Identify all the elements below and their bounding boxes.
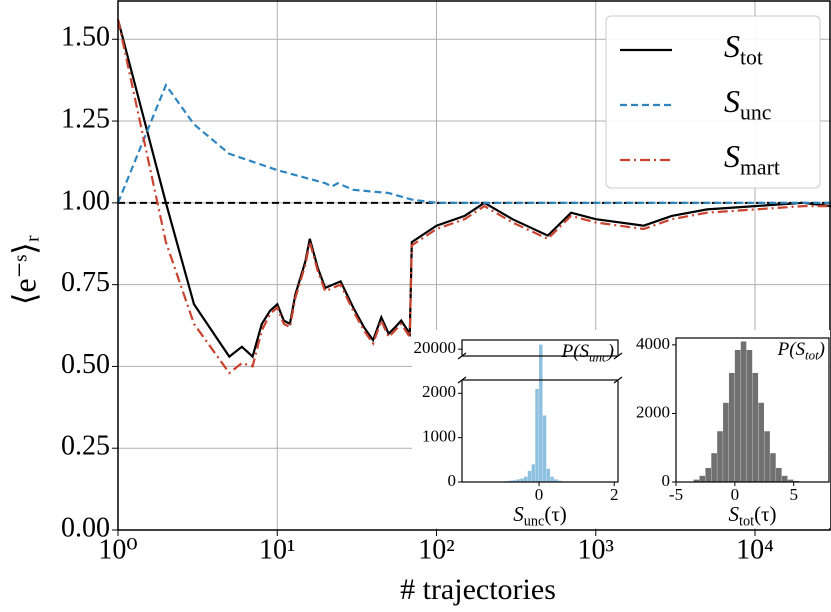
y-tick-label: 1.50 (61, 22, 110, 53)
x-tick-label: 10⁴ (736, 534, 774, 565)
histogram-bar (554, 479, 558, 482)
sub-text: P(Sunc) (561, 341, 614, 364)
series-line (116, 82, 831, 204)
axis-break (613, 376, 623, 384)
x-tick-label: 10³ (578, 534, 614, 565)
histogram-bar (535, 388, 539, 482)
histogram-bar (746, 350, 753, 482)
histogram-bar (705, 467, 712, 482)
histogram-bar (711, 453, 717, 482)
text-part: ) (607, 341, 614, 362)
text-part: P(S (777, 339, 806, 360)
x-tick-label: -5 (669, 485, 683, 504)
text-part: P(S (561, 341, 590, 362)
y-tick-label: 0.25 (61, 431, 110, 462)
y-tick-label: 4000 (636, 334, 670, 353)
y-tick-label: 0.75 (61, 267, 110, 298)
text-part: S (724, 138, 740, 174)
y-tick-label: 0 (662, 471, 671, 490)
histogram-bar (781, 475, 788, 482)
subscript: unc (740, 101, 771, 125)
axis-break (457, 352, 467, 360)
histogram-bar (546, 468, 551, 482)
sub-text: Stot (724, 28, 763, 69)
y-axis-label: ⟨e⁻ˢ⟩ᵣ (6, 235, 42, 305)
x-tick-label: 10¹ (259, 534, 295, 565)
y-tick-label: 20000 (414, 338, 457, 357)
x-tick-label: 0 (731, 485, 740, 504)
text-part: ) (818, 339, 825, 360)
subscript: tot (739, 514, 754, 530)
y-tick-label: 1.00 (61, 185, 110, 216)
x-tick-label: 10² (418, 534, 454, 565)
histogram-bar (752, 372, 759, 482)
plot-frame (117, 0, 831, 531)
histogram-bar (531, 464, 536, 482)
axis-break (613, 352, 623, 360)
series-line (116, 19, 831, 359)
histogram-bar (758, 402, 764, 482)
sub-text: Smart (724, 138, 780, 179)
text-part: S (729, 502, 740, 526)
histogram-bar (740, 341, 747, 482)
y-tick-label: 1000 (422, 427, 456, 446)
inset-frame-upper (461, 339, 619, 357)
x-tick-label: 5 (789, 485, 798, 504)
histogram-bar (527, 470, 532, 482)
y-tick-label: 2000 (636, 402, 670, 421)
histogram-bar (776, 467, 782, 482)
histogram-bar (508, 480, 513, 482)
histogram-bar (770, 453, 776, 482)
histogram-bar (520, 478, 524, 482)
histogram-bar (516, 479, 520, 482)
x-tick-label: 2 (610, 485, 619, 504)
series-line (116, 19, 831, 375)
histogram-bar (693, 479, 700, 482)
subscript: mart (740, 156, 780, 180)
text-part: S (513, 502, 524, 526)
sub-text: Stot(τ) (729, 502, 777, 530)
histogram-bar (542, 415, 547, 482)
y-tick-label: 0 (448, 471, 457, 490)
text-part: S (724, 83, 740, 119)
histogram-bar (734, 350, 741, 482)
inset-frame (675, 337, 830, 483)
sub-text: Sunc(τ) (513, 502, 567, 530)
x-tick-label: 0 (535, 485, 544, 504)
subscript: unc (524, 514, 545, 530)
sub-text: P(Stot) (777, 339, 825, 362)
y-tick-label: 2000 (422, 382, 456, 401)
histogram-bar (717, 431, 723, 482)
subscript: tot (740, 46, 763, 70)
text-part: (τ) (754, 502, 776, 526)
sub-text: Sunc (724, 83, 771, 124)
subscript: tot (805, 348, 819, 363)
histogram-bar (728, 372, 735, 482)
y-tick-label: 0.50 (61, 349, 110, 380)
text-part: S (724, 28, 740, 64)
axis-break (457, 376, 467, 384)
x-axis-label: # trajectories (400, 573, 556, 606)
inset-frame-lower (461, 379, 619, 483)
legend-box (605, 15, 821, 189)
x-tick-label: 10⁰ (98, 534, 137, 565)
histogram-bar (512, 480, 517, 482)
histogram-bar (787, 479, 794, 482)
histogram-bar (764, 431, 770, 482)
histogram-bar (539, 344, 543, 482)
histogram-bar (524, 476, 528, 482)
histogram-bar (557, 480, 562, 482)
text-part: (τ) (544, 502, 566, 526)
y-tick-label: 1.25 (61, 103, 110, 134)
subscript: unc (589, 350, 608, 365)
histogram-bar (699, 475, 706, 482)
inset-background (412, 330, 626, 528)
histogram-bar (550, 476, 554, 482)
histogram-bar (723, 402, 729, 482)
y-tick-label: 0.00 (61, 512, 110, 543)
